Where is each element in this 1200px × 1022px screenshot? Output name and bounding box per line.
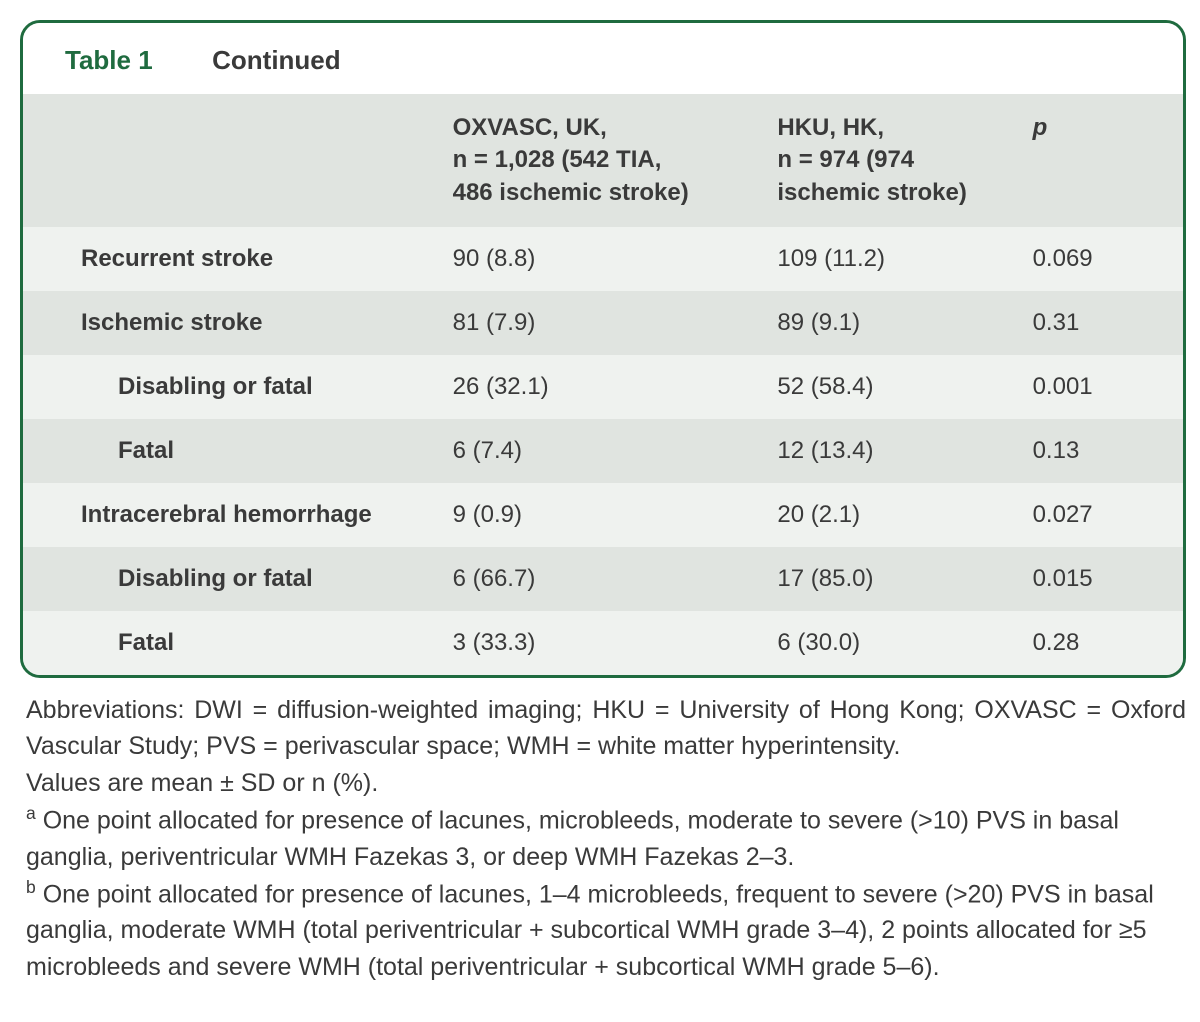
- cell-hku: 109 (11.2): [765, 227, 1020, 291]
- footnote-a-text: One point allocated for presence of lacu…: [26, 806, 1119, 870]
- row-label: Intracerebral hemorrhage: [23, 483, 441, 547]
- row-label: Fatal: [23, 611, 441, 675]
- row-label: Ischemic stroke: [23, 291, 441, 355]
- footnote-a: a One point allocated for presence of la…: [26, 801, 1186, 875]
- table-number: Table 1: [65, 45, 153, 75]
- cell-hku: 6 (30.0): [765, 611, 1020, 675]
- footnotes: Abbreviations: DWI = diffusion-weighted …: [20, 678, 1192, 985]
- table-continued-label: Continued: [212, 45, 341, 75]
- cell-p: 0.015: [1021, 547, 1183, 611]
- table-row: Fatal3 (33.3)6 (30.0)0.28: [23, 611, 1183, 675]
- cell-p: 0.001: [1021, 355, 1183, 419]
- table-header-row: OXVASC, UK, n = 1,028 (542 TIA, 486 isch…: [23, 94, 1183, 227]
- cell-hku: 52 (58.4): [765, 355, 1020, 419]
- table-title-bar: Table 1 Continued: [23, 23, 1183, 94]
- table-row: Ischemic stroke81 (7.9)89 (9.1)0.31: [23, 291, 1183, 355]
- table-row: Disabling or fatal26 (32.1)52 (58.4)0.00…: [23, 355, 1183, 419]
- cell-p: 0.069: [1021, 227, 1183, 291]
- cell-p: 0.28: [1021, 611, 1183, 675]
- cell-oxvasc: 3 (33.3): [441, 611, 766, 675]
- cell-p: 0.31: [1021, 291, 1183, 355]
- table-row: Recurrent stroke90 (8.8)109 (11.2)0.069: [23, 227, 1183, 291]
- header-hku: HKU, HK, n = 974 (974 ischemic stroke): [765, 94, 1020, 227]
- values-note: Values are mean ± SD or n (%).: [26, 765, 1186, 801]
- cell-oxvasc: 6 (66.7): [441, 547, 766, 611]
- data-table: OXVASC, UK, n = 1,028 (542 TIA, 486 isch…: [23, 94, 1183, 675]
- table-row: Fatal6 (7.4)12 (13.4)0.13: [23, 419, 1183, 483]
- cell-oxvasc: 81 (7.9): [441, 291, 766, 355]
- cell-oxvasc: 9 (0.9): [441, 483, 766, 547]
- row-label: Disabling or fatal: [23, 547, 441, 611]
- cell-hku: 89 (9.1): [765, 291, 1020, 355]
- cell-oxvasc: 26 (32.1): [441, 355, 766, 419]
- abbreviations: Abbreviations: DWI = diffusion-weighted …: [26, 692, 1186, 765]
- row-label: Fatal: [23, 419, 441, 483]
- cell-hku: 12 (13.4): [765, 419, 1020, 483]
- table-row: Intracerebral hemorrhage9 (0.9)20 (2.1)0…: [23, 483, 1183, 547]
- header-oxvasc: OXVASC, UK, n = 1,028 (542 TIA, 486 isch…: [441, 94, 766, 227]
- row-label: Recurrent stroke: [23, 227, 441, 291]
- footnote-b-text: One point allocated for presence of lacu…: [26, 880, 1154, 981]
- table-container: Table 1 Continued OXVASC, UK, n = 1,028 …: [20, 20, 1186, 678]
- table-body: Recurrent stroke90 (8.8)109 (11.2)0.069I…: [23, 227, 1183, 675]
- table-row: Disabling or fatal6 (66.7)17 (85.0)0.015: [23, 547, 1183, 611]
- cell-oxvasc: 90 (8.8): [441, 227, 766, 291]
- cell-p: 0.027: [1021, 483, 1183, 547]
- row-label: Disabling or fatal: [23, 355, 441, 419]
- header-p: p: [1021, 94, 1183, 227]
- cell-hku: 17 (85.0): [765, 547, 1020, 611]
- cell-p: 0.13: [1021, 419, 1183, 483]
- header-blank: [23, 94, 441, 227]
- cell-oxvasc: 6 (7.4): [441, 419, 766, 483]
- cell-hku: 20 (2.1): [765, 483, 1020, 547]
- footnote-b: b One point allocated for presence of la…: [26, 875, 1186, 985]
